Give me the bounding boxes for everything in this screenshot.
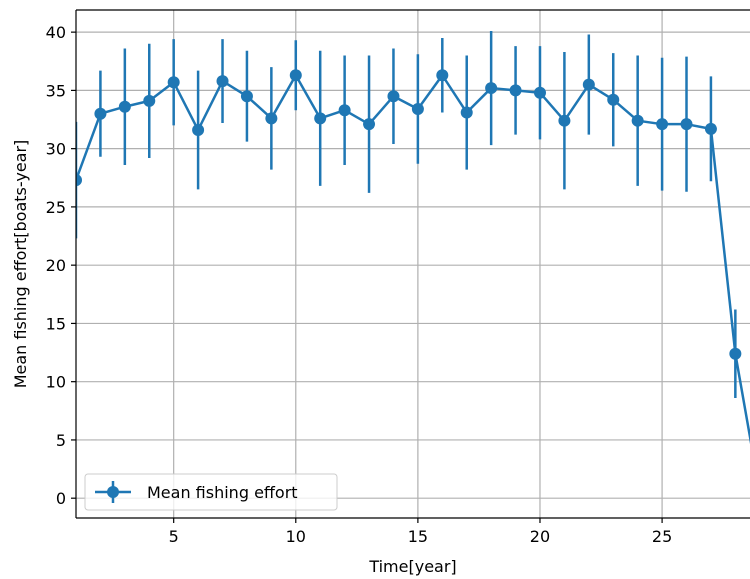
x-tick-label: 25 bbox=[652, 527, 672, 546]
data-point bbox=[436, 69, 449, 82]
data-point bbox=[411, 103, 424, 116]
data-point bbox=[460, 106, 473, 119]
data-point bbox=[240, 90, 253, 103]
legend: Mean fishing effort bbox=[84, 473, 338, 511]
data-point bbox=[192, 124, 205, 137]
data-point bbox=[509, 84, 522, 97]
data-point bbox=[680, 118, 693, 131]
y-tick-label: 30 bbox=[46, 140, 66, 159]
data-point bbox=[533, 86, 546, 99]
data-point bbox=[314, 112, 327, 125]
x-tick-label: 10 bbox=[286, 527, 306, 546]
data-point bbox=[582, 78, 595, 91]
data-point bbox=[118, 100, 131, 113]
data-point bbox=[656, 118, 669, 131]
legend-marker-sample bbox=[107, 486, 119, 498]
y-tick-label: 10 bbox=[46, 373, 66, 392]
data-point bbox=[94, 107, 107, 120]
data-point bbox=[607, 93, 620, 106]
data-point bbox=[729, 347, 742, 360]
x-tick-label: 5 bbox=[169, 527, 179, 546]
y-tick-label: 0 bbox=[56, 489, 66, 508]
data-point bbox=[338, 104, 351, 117]
data-point bbox=[143, 94, 156, 107]
plot-data bbox=[76, 30, 750, 445]
axis-ticks: 5 10 15 20 25 0 5 10 15 20 25 30 35 40 bbox=[46, 23, 673, 546]
data-point bbox=[76, 174, 82, 187]
legend-label: Mean fishing effort bbox=[147, 483, 298, 502]
data-point bbox=[216, 75, 229, 88]
x-axis-title: Time[year] bbox=[368, 557, 456, 576]
x-tick-label: 20 bbox=[530, 527, 550, 546]
data-point bbox=[704, 122, 717, 135]
y-tick-label: 40 bbox=[46, 23, 66, 42]
data-point bbox=[265, 112, 278, 125]
data-point bbox=[631, 114, 644, 127]
data-point bbox=[289, 69, 302, 82]
data-point bbox=[485, 82, 498, 95]
data-point bbox=[167, 76, 180, 89]
data-point bbox=[558, 114, 571, 127]
y-tick-label: 35 bbox=[46, 81, 66, 100]
y-tick-label: 5 bbox=[56, 431, 66, 450]
data-point bbox=[387, 90, 400, 103]
y-tick-label: 20 bbox=[46, 256, 66, 275]
legend-box bbox=[84, 473, 338, 511]
y-tick-label: 15 bbox=[46, 314, 66, 333]
data-point bbox=[363, 118, 376, 131]
x-tick-label: 15 bbox=[408, 527, 428, 546]
y-tick-label: 25 bbox=[46, 198, 66, 217]
y-axis-title: Mean fishing effort[boats-year] bbox=[11, 140, 30, 389]
